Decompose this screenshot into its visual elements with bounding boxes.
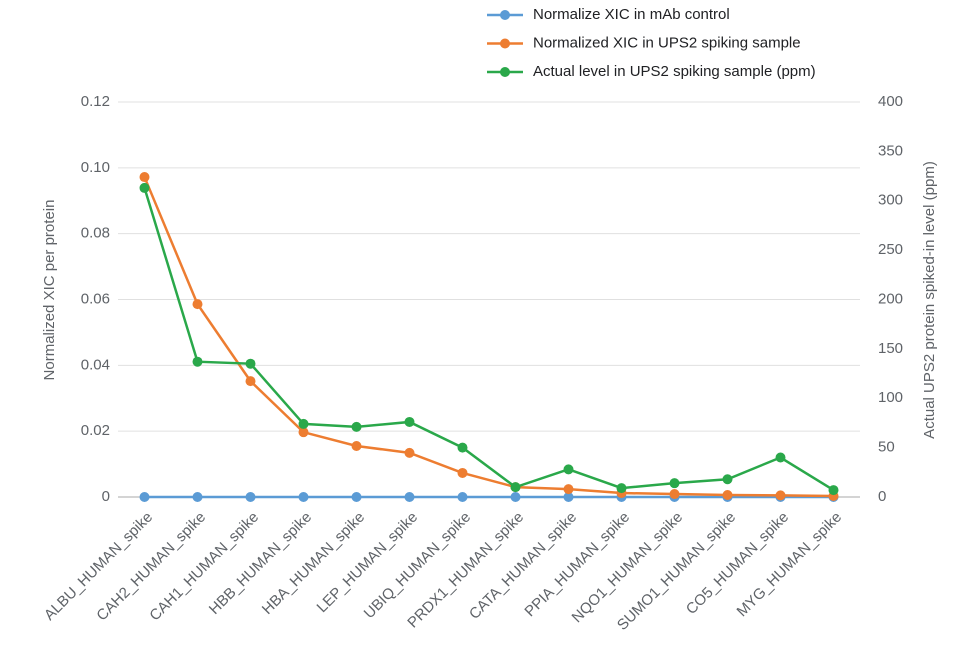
- data-point: [457, 467, 468, 478]
- y-axis-title: Normalized XIC per protein: [41, 200, 58, 381]
- data-point: [351, 440, 362, 451]
- x-tick-label: HBB_HUMAN_spike: [206, 509, 315, 618]
- data-point: [722, 474, 733, 485]
- y2-tick-label: 100: [878, 389, 903, 406]
- data-point: [563, 484, 574, 495]
- data-point: [245, 492, 256, 502]
- data-point: [351, 421, 362, 432]
- data-point: [298, 492, 309, 502]
- data-point: [351, 492, 362, 502]
- data-point: [139, 492, 150, 502]
- data-point: [563, 492, 574, 502]
- data-point: [404, 416, 415, 427]
- y2-tick-label: 400: [878, 93, 903, 110]
- data-point: [722, 490, 733, 501]
- legend-label: Normalize XIC in mAb control: [533, 6, 730, 23]
- legend-label: Actual level in UPS2 spiking sample (ppm…: [533, 63, 816, 80]
- y-tick-label: 0.02: [81, 422, 110, 439]
- series-line: [143, 176, 834, 498]
- y2-tick-label: 250: [878, 241, 903, 258]
- data-point: [828, 485, 839, 496]
- y-tick-label: 0.10: [81, 159, 110, 176]
- y2-tick-label: 150: [878, 340, 903, 357]
- data-point: [669, 489, 680, 500]
- data-point: [245, 358, 256, 369]
- data-point: [192, 492, 203, 502]
- data-point: [192, 356, 203, 367]
- data-point: [616, 483, 627, 494]
- y2-axis-title: Actual UPS2 protein spiked-in level (ppm…: [921, 161, 938, 439]
- data-point: [775, 452, 786, 463]
- x-tick-label: CO5_HUMAN_spike: [683, 509, 792, 618]
- legend-swatch: [500, 67, 510, 77]
- x-tick-label: PPIA_HUMAN_spike: [521, 509, 633, 621]
- y-tick-label: 0.04: [81, 356, 110, 373]
- y2-tick-label: 0: [878, 488, 886, 505]
- data-point: [139, 182, 150, 193]
- data-point: [245, 376, 256, 387]
- y2-tick-label: 50: [878, 439, 895, 456]
- data-point: [298, 427, 309, 438]
- y2-tick-label: 300: [878, 192, 903, 209]
- data-point: [139, 172, 150, 183]
- data-point: [298, 418, 309, 429]
- y-tick-label: 0.06: [81, 290, 110, 307]
- y2-tick-label: 200: [878, 290, 903, 307]
- data-point: [510, 492, 521, 502]
- data-point: [563, 464, 574, 475]
- y-tick-label: 0: [102, 488, 110, 505]
- x-tick-label: MYG_HUMAN_spike: [734, 509, 846, 621]
- data-point: [669, 478, 680, 489]
- data-point: [192, 299, 203, 310]
- y2-tick-label: 350: [878, 142, 903, 159]
- data-point: [404, 447, 415, 458]
- legend-swatch: [500, 38, 510, 49]
- data-point: [457, 442, 468, 453]
- x-tick-label: LEP_HUMAN_spike: [314, 509, 422, 617]
- data-point: [404, 492, 415, 502]
- data-point: [510, 482, 521, 493]
- data-point: [457, 492, 468, 502]
- y-tick-label: 0.08: [81, 225, 110, 242]
- y-tick-label: 0.12: [81, 93, 110, 110]
- legend-swatch: [500, 10, 510, 20]
- legend-label: Normalized XIC in UPS2 spiking sample: [533, 34, 801, 51]
- x-tick-label: HBA_HUMAN_spike: [259, 509, 368, 618]
- series-line: [143, 187, 835, 492]
- data-point: [775, 490, 786, 501]
